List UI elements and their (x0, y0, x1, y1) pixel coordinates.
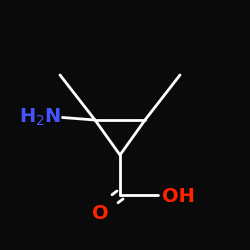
Text: O: O (92, 204, 108, 223)
Text: OH: OH (162, 187, 195, 206)
Text: H$_2$N: H$_2$N (19, 107, 61, 128)
